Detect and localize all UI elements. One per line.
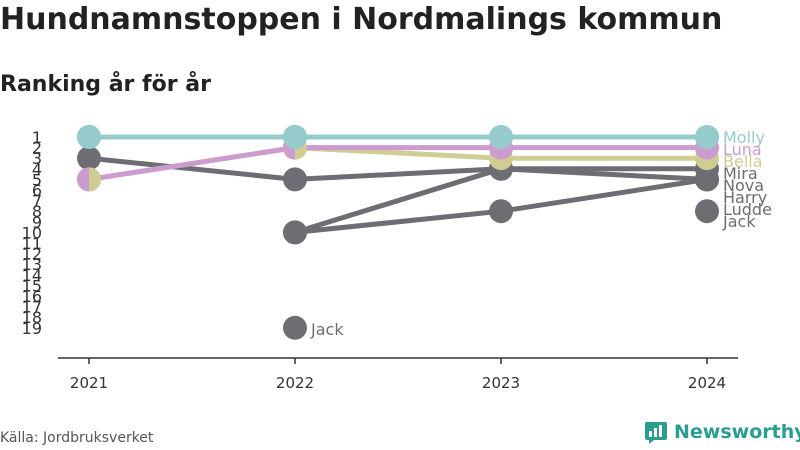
y-tick-label: 19 xyxy=(22,319,42,338)
source-note: Källa: Jordbruksverket xyxy=(0,430,154,446)
series-label-bella: Bella xyxy=(723,152,763,171)
series-label-mira: Mira xyxy=(723,164,758,183)
x-tick-label: 2022 xyxy=(276,374,314,392)
x-tick-label: 2023 xyxy=(482,374,520,392)
data-point-molly xyxy=(77,125,101,149)
data-point-mira xyxy=(283,167,307,192)
y-tick-label: 13 xyxy=(22,255,42,274)
newsworthy-logo-icon xyxy=(645,422,667,444)
brand-name: Newsworthy xyxy=(674,421,800,443)
series-label-nova: Nova xyxy=(723,176,764,195)
data-point-harry xyxy=(489,199,513,224)
y-tick-label: 16 xyxy=(22,287,42,306)
data-point-molly xyxy=(283,125,307,149)
y-tick-label: 3 xyxy=(32,149,42,168)
y-tick-label: 10 xyxy=(22,223,42,242)
point-label-jack: Jack xyxy=(310,320,344,339)
y-tick-label: 8 xyxy=(32,202,42,221)
y-tick-label: 9 xyxy=(32,213,42,232)
y-tick-label: 7 xyxy=(32,192,42,211)
y-tick-label: 5 xyxy=(32,170,42,189)
data-point-ludde xyxy=(695,167,719,192)
chart-subtitle: Ranking år för år xyxy=(0,72,211,97)
y-tick-label: 15 xyxy=(22,276,42,295)
data-point-jack xyxy=(283,315,307,340)
data-point-molly xyxy=(695,125,719,149)
data-point-mira xyxy=(77,146,101,171)
data-point-half xyxy=(77,167,89,192)
x-tick-label: 2021 xyxy=(70,374,108,392)
data-point-half xyxy=(89,167,101,192)
series-label-luna: Luna xyxy=(723,140,762,159)
data-point-harry xyxy=(283,220,307,245)
y-tick-label: 1 xyxy=(32,128,42,147)
series-line-luna xyxy=(86,145,710,182)
series-line-mira xyxy=(86,155,710,182)
y-tick-label: 18 xyxy=(22,308,42,327)
y-tick-label: 2 xyxy=(32,139,42,158)
data-point-jack xyxy=(695,199,719,224)
y-tick-label: 11 xyxy=(22,234,42,253)
x-tick-label: 2024 xyxy=(688,374,726,392)
series-label-jack: Jack xyxy=(722,212,756,231)
brand-logo: Newsworthy xyxy=(644,420,800,444)
series-label-molly: Molly xyxy=(723,128,765,147)
series-label-harry: Harry xyxy=(723,188,767,207)
y-tick-label: 12 xyxy=(22,245,42,264)
y-tick-label: 17 xyxy=(22,298,42,317)
y-tick-label: 6 xyxy=(32,181,42,200)
y-tick-label: 14 xyxy=(22,266,42,285)
data-point-molly xyxy=(489,125,513,149)
series-label-ludde: Ludde xyxy=(723,200,772,219)
y-tick-label: 4 xyxy=(32,160,42,179)
chart-title: Hundnamnstoppen i Nordmalings kommun xyxy=(0,2,723,37)
